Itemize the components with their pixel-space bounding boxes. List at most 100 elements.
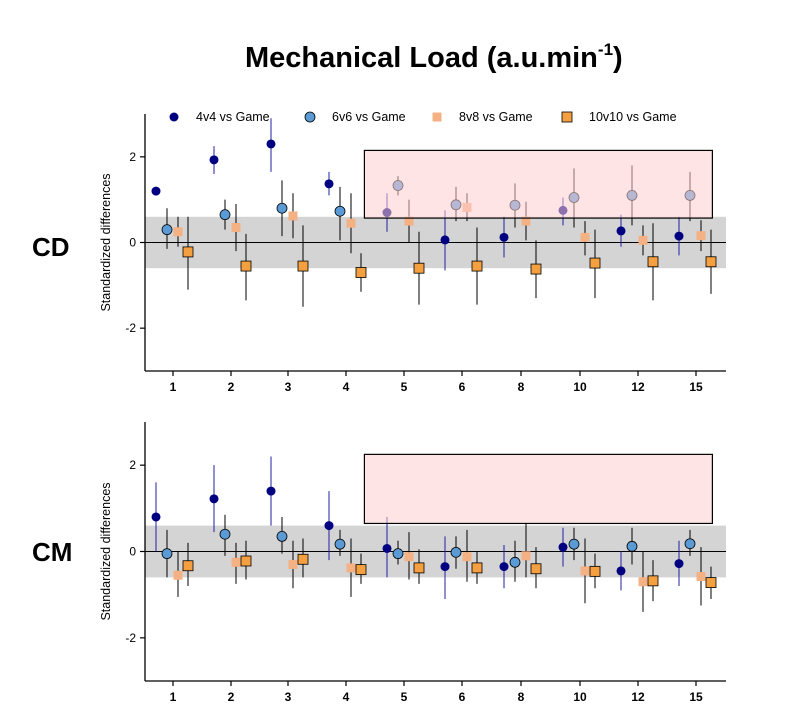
legend-label: 10v10 vs Game [589, 110, 677, 124]
legend-label: 6v6 vs Game [332, 110, 406, 124]
x-tick-label: 10 [573, 690, 587, 704]
chart-title: Mechanical Load (a.u.min-1) [245, 40, 623, 74]
data-point [558, 542, 568, 552]
data-point [219, 528, 231, 540]
x-tick-label: 8 [518, 380, 525, 394]
highlight-box [363, 453, 713, 525]
data-point [638, 577, 648, 587]
data-point [440, 562, 450, 572]
data-point [219, 209, 231, 221]
x-tick-label: 15 [689, 690, 703, 704]
legend-label: 4v4 vs Game [196, 110, 270, 124]
y-axis-label: Standardized differences [99, 482, 113, 620]
data-point [276, 530, 288, 542]
x-tick-label: 12 [631, 690, 645, 704]
data-point [674, 559, 684, 569]
data-point [276, 202, 288, 214]
legend-marker [169, 112, 179, 122]
data-point [288, 211, 298, 221]
data-point [450, 546, 462, 558]
data-point [240, 555, 252, 567]
data-point [413, 562, 425, 574]
data-point [182, 246, 194, 258]
legend-marker [561, 111, 573, 123]
data-point [589, 565, 601, 577]
data-point [209, 494, 219, 504]
x-tick-label: 4 [343, 380, 350, 394]
series-3 [173, 193, 706, 256]
data-point [568, 538, 580, 550]
chart-legend: 4v4 vs Game 6v6 vs Game 8v8 vs Game 10v10 v… [169, 110, 677, 124]
legend-marker [432, 112, 442, 122]
data-point [404, 216, 414, 226]
data-point [173, 570, 183, 580]
x-tick-label: 6 [459, 690, 466, 704]
x-tick-label: 15 [689, 380, 703, 394]
data-point [382, 543, 392, 553]
data-point [509, 556, 521, 568]
x-tick-label: 12 [631, 380, 645, 394]
data-point [530, 263, 542, 275]
y-tick-label: -2 [125, 631, 136, 645]
x-tick-label: 1 [170, 690, 177, 704]
series-4 [182, 538, 717, 602]
data-point [616, 566, 626, 576]
y-tick-label: 2 [129, 150, 136, 164]
data-point [626, 540, 638, 552]
data-point [521, 551, 531, 561]
data-point [462, 552, 472, 562]
data-point [521, 216, 531, 226]
x-tick-label: 3 [285, 690, 292, 704]
data-point [355, 267, 367, 278]
y-tick-label: 0 [129, 236, 136, 250]
y-tick-label: 2 [129, 458, 136, 472]
data-point [589, 257, 601, 269]
data-point [705, 256, 717, 268]
series-4 [182, 216, 717, 307]
x-tick-label: 4 [343, 690, 350, 704]
data-point [413, 262, 425, 274]
x-tick-label: 3 [285, 380, 292, 394]
data-point [471, 562, 483, 574]
data-point [161, 224, 173, 236]
x-tick-label: 10 [573, 380, 587, 394]
data-point [346, 563, 356, 573]
data-point [638, 235, 648, 245]
panel-label: CM [32, 537, 72, 567]
data-point [674, 231, 684, 241]
data-point [696, 572, 706, 582]
chart-title-main: Mechanical Load (a.u.min [245, 42, 598, 74]
data-point [580, 232, 590, 242]
legend-label: 8v8 vs Game [459, 110, 533, 124]
data-point [684, 538, 696, 550]
data-point [530, 563, 542, 575]
data-point [182, 560, 194, 572]
data-point [346, 218, 356, 228]
data-point [231, 557, 241, 567]
data-point [471, 260, 483, 272]
series-3 [173, 523, 706, 612]
data-point [647, 575, 659, 587]
data-point [616, 226, 626, 236]
x-tick-label: 2 [228, 690, 235, 704]
data-point [334, 538, 346, 550]
data-point [231, 223, 241, 233]
data-point [392, 548, 404, 560]
data-point [297, 260, 309, 272]
data-point [266, 139, 276, 149]
data-point [151, 512, 161, 522]
y-axis-label: Standardized differences [99, 173, 113, 311]
x-tick-label: 2 [228, 380, 235, 394]
data-point [288, 559, 298, 569]
series-1 [151, 456, 684, 599]
highlight-box [363, 149, 713, 219]
data-point [705, 577, 717, 588]
data-point [324, 521, 334, 531]
data-point [334, 205, 346, 217]
y-tick-label: 0 [129, 545, 136, 559]
panel-label: CD [32, 232, 70, 262]
x-tick-label: 5 [401, 380, 408, 394]
data-point [151, 186, 161, 196]
